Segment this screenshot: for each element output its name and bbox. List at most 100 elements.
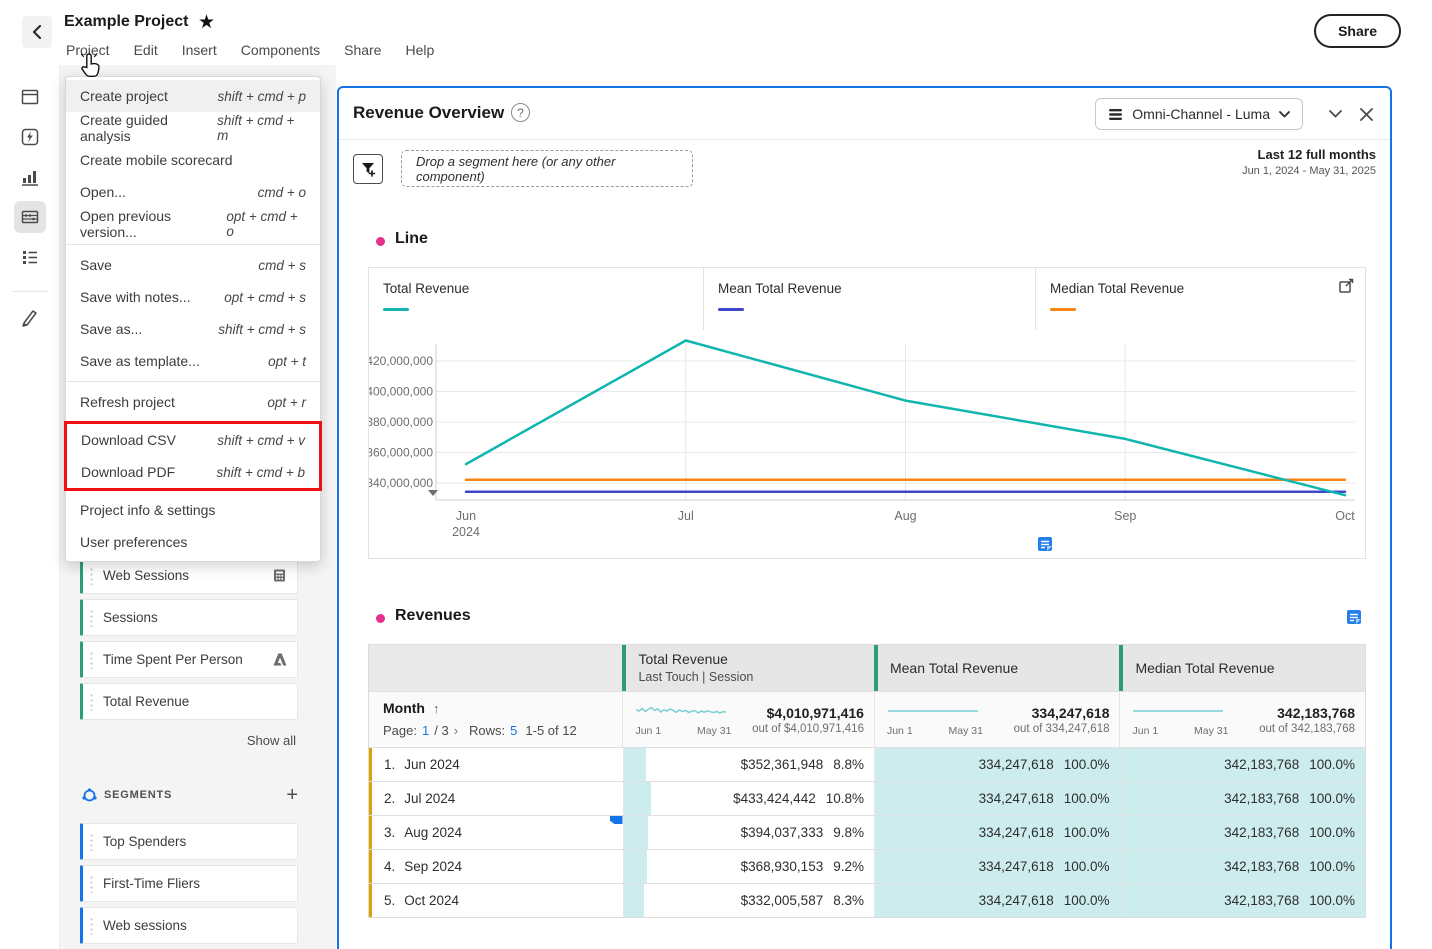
menu-item-open-previous-version[interactable]: Open previous version... opt + cmd + o xyxy=(66,208,320,240)
favorite-star-icon[interactable]: ★ xyxy=(198,12,216,33)
share-button[interactable]: Share xyxy=(1314,14,1401,48)
menu-item-download-pdf[interactable]: Download PDF shift + cmd + b xyxy=(67,456,319,488)
legend-item-total-revenue[interactable]: Total Revenue xyxy=(369,268,703,330)
menu-item-save[interactable]: Save cmd + s xyxy=(66,249,320,281)
segments-header: SEGMENTS + xyxy=(82,784,298,806)
cell-percent: 100.0% xyxy=(1309,859,1355,874)
total-revenue-cell: $368,930,153 9.2% xyxy=(622,850,875,883)
column-header-total-revenue[interactable]: Total Revenue Last Touch | Session xyxy=(622,645,874,691)
month-cell[interactable]: 2. Jul 2024 xyxy=(369,782,623,815)
menubar-insert[interactable]: Insert xyxy=(181,42,217,58)
legend-separator xyxy=(703,268,704,330)
menu-item-open[interactable]: Open... cmd + o xyxy=(66,176,320,208)
row-number: 2. xyxy=(384,791,396,806)
drag-handle[interactable] xyxy=(89,650,94,669)
add-segment-button[interactable]: + xyxy=(286,784,298,806)
quick-insights-icon[interactable] xyxy=(14,121,46,153)
column-header-median-total-revenue[interactable]: Median Total Revenue xyxy=(1119,645,1365,691)
revenue-overview-panel: Revenue Overview ? Omni-Channel - Luma D… xyxy=(337,86,1392,949)
components-icon[interactable] xyxy=(14,201,46,233)
table-row: 3. Aug 2024 $394,037,333 9.8% 334,247,618 1… xyxy=(369,815,1365,849)
cell-value: 334,247,618 xyxy=(978,757,1054,772)
menubar-share[interactable]: Share xyxy=(344,42,382,58)
menu-label: Save xyxy=(80,257,112,273)
menubar-components[interactable]: Components xyxy=(240,42,321,58)
menubar-edit[interactable]: Edit xyxy=(133,42,158,58)
mean-cell: 334,247,618 100.0% xyxy=(874,816,1120,849)
legend-item-median-total-revenue[interactable]: Median Total Revenue xyxy=(1036,268,1367,330)
menu-item-save-as[interactable]: Save as... shift + cmd + s xyxy=(66,313,320,345)
menu-item-create-mobile-scorecard[interactable]: Create mobile scorecard xyxy=(66,144,320,176)
metric-item-sessions[interactable]: Sessions xyxy=(80,599,298,636)
date-range: Last 12 full months Jun 1, 2024 - May 31… xyxy=(1242,147,1376,177)
segment-item-first-time-fliers[interactable]: First-Time Fliers xyxy=(80,865,298,902)
month-cell[interactable]: 4. Sep 2024 xyxy=(369,850,623,883)
column-header-mean-total-revenue[interactable]: Mean Total Revenue xyxy=(873,645,1120,691)
annotation-flag[interactable] xyxy=(609,816,623,824)
segment-filter-button[interactable] xyxy=(353,154,383,184)
metric-item-web-sessions[interactable]: Web Sessions xyxy=(80,557,298,594)
drag-handle[interactable] xyxy=(89,916,94,935)
help-icon[interactable]: ? xyxy=(511,103,530,122)
legend-item-mean-total-revenue[interactable]: Mean Total Revenue xyxy=(704,268,1035,330)
visualizations-icon[interactable] xyxy=(14,161,46,193)
menu-item-refresh-project[interactable]: Refresh project opt + r xyxy=(66,386,320,418)
median-cell: 342,183,768 100.0% xyxy=(1119,850,1365,883)
data-view-icon xyxy=(1109,108,1123,120)
page-number-link[interactable]: 1 xyxy=(421,723,430,738)
median-cell: 342,183,768 100.0% xyxy=(1119,884,1365,917)
drag-handle[interactable] xyxy=(89,566,94,585)
menu-item-save-as-template[interactable]: Save as template... opt + t xyxy=(66,345,320,377)
month-cell[interactable]: 3. Aug 2024 xyxy=(369,816,623,849)
menu-item-project-info-settings[interactable]: Project info & settings xyxy=(66,494,320,526)
sort-ascending-icon[interactable]: ↑ xyxy=(432,701,440,716)
open-in-new-icon[interactable] xyxy=(1338,277,1355,299)
chevron-down-icon xyxy=(1328,110,1342,118)
next-page-chevron[interactable]: › xyxy=(453,723,459,738)
note-icon[interactable] xyxy=(1346,609,1362,630)
menu-item-create-guided-analysis[interactable]: Create guided analysis shift + cmd + m xyxy=(66,112,320,144)
month-header-cell[interactable]: Month ↑ Page: 1 / 3 › Rows: 5 1-5 of 12 xyxy=(369,692,622,747)
segment-item-top-spenders[interactable]: Top Spenders xyxy=(80,823,298,860)
drag-handle[interactable] xyxy=(89,832,94,851)
summary-value: 334,247,618 xyxy=(1031,704,1110,721)
line-chart: 340,000,000 360,000,000 380,000,000 400,000… xyxy=(369,339,1355,539)
menu-item-save-with-notes[interactable]: Save with notes... opt + cmd + s xyxy=(66,281,320,313)
note-icon[interactable] xyxy=(1037,536,1053,557)
drag-handle[interactable] xyxy=(89,874,94,893)
cell-value: 334,247,618 xyxy=(978,791,1054,806)
segment-item-web-sessions[interactable]: Web sessions xyxy=(80,907,298,944)
panel-header: Revenue Overview ? Omni-Channel - Luma xyxy=(339,88,1390,140)
metric-item-time-spent[interactable]: Time Spent Per Person xyxy=(80,641,298,678)
mean-cell: 334,247,618 100.0% xyxy=(874,782,1120,815)
back-button[interactable] xyxy=(22,16,52,48)
menu-item-create-project[interactable]: Create project shift + cmd + p xyxy=(66,80,320,112)
drag-handle[interactable] xyxy=(89,608,94,627)
style-icon[interactable] xyxy=(14,301,46,333)
rows-count-link[interactable]: 5 xyxy=(510,723,518,738)
close-panel-button[interactable] xyxy=(1356,104,1376,124)
menu-item-download-csv[interactable]: Download CSV shift + cmd + v xyxy=(67,424,319,456)
menubar-help[interactable]: Help xyxy=(405,42,435,58)
metric-item-total-revenue[interactable]: Total Revenue xyxy=(80,683,298,720)
collapse-panel-button[interactable] xyxy=(1325,104,1345,124)
month-cell[interactable]: 1. Jun 2024 xyxy=(369,748,623,781)
toc-icon[interactable] xyxy=(14,241,46,273)
month-cell[interactable]: 5. Oct 2024 xyxy=(369,884,623,917)
menubar-project[interactable]: Project xyxy=(66,42,110,58)
page-total: / 3 xyxy=(434,723,449,738)
date-range-title: Last 12 full months xyxy=(1257,147,1376,162)
show-all-link[interactable]: Show all xyxy=(246,733,296,748)
sparkline xyxy=(636,706,727,714)
summary-out-of: out of 342,183,768 xyxy=(1259,722,1355,735)
row-month: Aug 2024 xyxy=(404,825,463,840)
panels-icon[interactable] xyxy=(14,81,46,113)
chevron-down-icon xyxy=(1279,110,1290,117)
menu-item-user-preferences[interactable]: User preferences xyxy=(66,526,320,558)
menu-shortcut: shift + cmd + b xyxy=(216,464,305,480)
segment-label: Top Spenders xyxy=(103,834,187,849)
summary-out-of: out of 334,247,618 xyxy=(1013,722,1110,735)
dataset-dropdown[interactable]: Omni-Channel - Luma xyxy=(1095,98,1303,130)
segment-drop-zone[interactable]: Drop a segment here (or any other compon… xyxy=(401,150,693,187)
drag-handle[interactable] xyxy=(89,692,94,711)
